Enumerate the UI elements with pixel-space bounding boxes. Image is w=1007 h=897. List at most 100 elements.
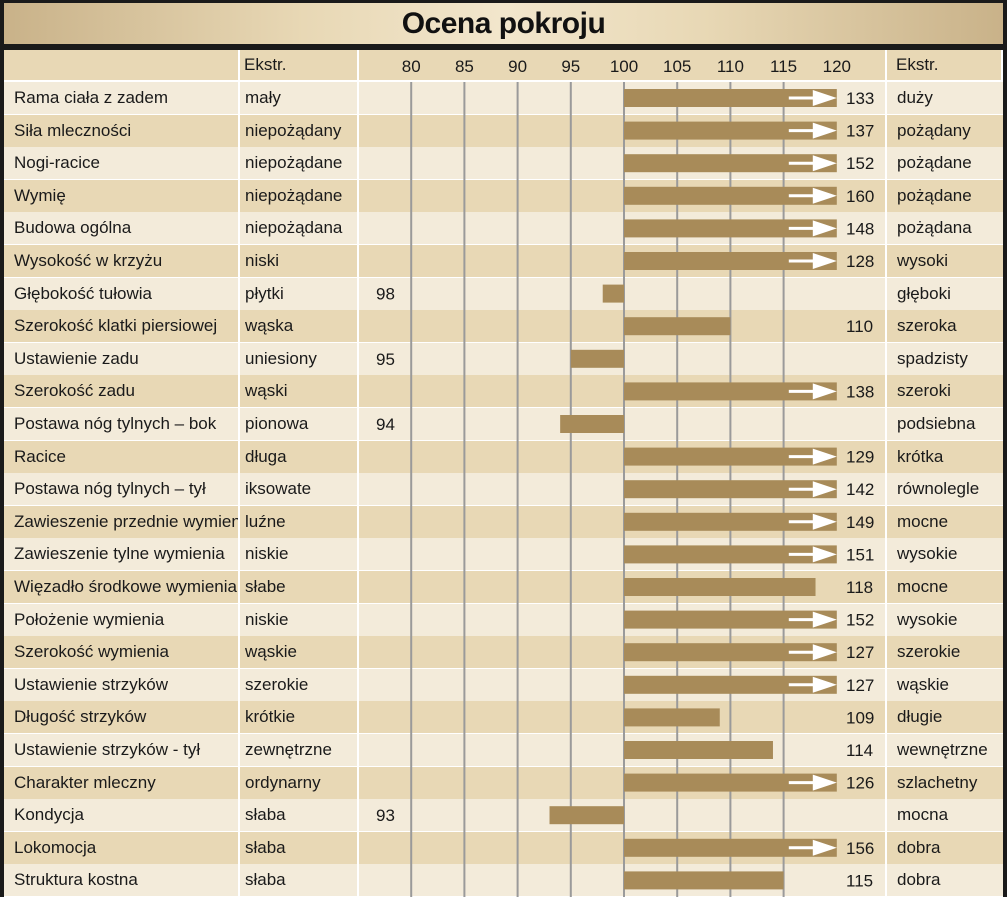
column-separator — [238, 212, 240, 245]
column-separator — [238, 571, 240, 603]
extreme-low-label: krótkie — [245, 707, 296, 727]
column-separator — [357, 82, 359, 114]
trait-label: Kondycja — [14, 805, 84, 825]
extreme-high-label: wewnętrzne — [897, 740, 988, 759]
column-separator — [238, 408, 240, 440]
trait-label: Postawa nóg tylnych – tył — [14, 479, 206, 499]
column-separator — [238, 636, 240, 669]
column-separator — [357, 766, 359, 799]
trait-label: Siła mleczności — [14, 120, 132, 140]
column-separator — [357, 277, 359, 310]
column-separator — [885, 408, 887, 440]
extreme-high-label: wysokie — [897, 609, 958, 629]
column-separator — [238, 473, 240, 506]
extreme-high-label: szerokie — [897, 642, 961, 662]
extreme-high-label: równolegle — [897, 479, 980, 499]
extreme-low-label: niskie — [245, 544, 289, 564]
column-separator — [357, 538, 359, 571]
extreme-high-label: szeroka — [897, 316, 957, 336]
table-row: Rama ciała z zadem mały duży — [4, 82, 1003, 114]
column-separator — [357, 473, 359, 506]
column-separator — [885, 668, 887, 701]
extreme-low-label: pionowa — [245, 414, 309, 433]
column-separator — [238, 831, 240, 864]
extreme-low-label: niepożądana — [245, 218, 343, 238]
extreme-low-label: długa — [245, 446, 287, 466]
extreme-low-label: niepożądane — [245, 153, 343, 173]
trait-label: Zawieszenie przednie wymienia — [14, 511, 238, 531]
extreme-low-label: ordynarny — [245, 772, 321, 792]
table-row: Ustawienie zadu uniesiony spadzisty — [4, 342, 1003, 375]
column-separator — [357, 603, 359, 636]
title-bar: Ocena pokroju — [4, 3, 1003, 44]
column-separator — [238, 310, 240, 343]
table-row: Budowa ogólna niepożądana pożądana — [4, 212, 1003, 245]
header-extr-right: Ekstr. — [896, 55, 939, 74]
header-cell-bg — [887, 50, 1001, 80]
trait-label: Długość strzyków — [14, 707, 147, 727]
extreme-low-label: płytki — [245, 283, 284, 303]
table-row: Charakter mleczny ordynarny szlachetny — [4, 766, 1003, 799]
table-row: Struktura kostna słaba dobra — [4, 864, 1003, 897]
column-separator — [238, 375, 240, 408]
trait-label: Ustawienie zadu — [14, 348, 139, 368]
column-separator — [885, 212, 887, 245]
header-cell-bg — [4, 50, 238, 80]
trait-label: Głębokość tułowia — [14, 283, 152, 303]
table-row: Położenie wymienia niskie wysokie — [4, 603, 1003, 636]
column-separator — [357, 571, 359, 603]
column-separator — [238, 245, 240, 277]
column-separator — [885, 245, 887, 277]
column-separator — [238, 179, 240, 212]
table-row: Więzadło środkowe wymienia słabe mocne — [4, 571, 1003, 603]
column-separator — [357, 179, 359, 212]
extreme-low-label: słabe — [245, 577, 286, 596]
trait-label: Lokomocja — [14, 837, 97, 857]
table-row: Zawieszenie przednie wymienia luźne mocne — [4, 505, 1003, 538]
column-separator — [885, 571, 887, 603]
column-separator — [357, 440, 359, 473]
table-row: Zawieszenie tylne wymienia niskie wysokie — [4, 538, 1003, 571]
column-separator — [238, 734, 240, 766]
column-separator — [885, 342, 887, 375]
column-separator — [885, 734, 887, 766]
column-separator — [885, 538, 887, 571]
column-separator — [357, 375, 359, 408]
column-separator — [357, 734, 359, 766]
trait-label: Więzadło środkowe wymienia — [14, 577, 237, 596]
trait-label: Wysokość w krzyżu — [14, 251, 163, 270]
column-separator — [885, 277, 887, 310]
extreme-high-label: długie — [897, 707, 943, 727]
extreme-high-label: pożądana — [897, 218, 972, 238]
extreme-low-label: słaba — [245, 870, 286, 890]
extreme-low-label: szerokie — [245, 674, 309, 694]
column-separator — [238, 277, 240, 310]
column-separator — [885, 310, 887, 343]
column-separator — [238, 342, 240, 375]
trait-label: Wymię — [14, 185, 66, 205]
extreme-high-label: krótka — [897, 446, 944, 466]
column-separator — [238, 799, 240, 832]
extreme-high-label: dobra — [897, 870, 941, 890]
table-row: Wysokość w krzyżu niski wysoki — [4, 245, 1003, 277]
column-separator — [238, 701, 240, 734]
extreme-low-label: wąska — [245, 316, 294, 336]
extreme-low-label: słaba — [245, 805, 286, 825]
trait-label: Nogi-racice — [14, 153, 100, 173]
column-separator — [885, 473, 887, 506]
extreme-low-label: iksowate — [245, 479, 312, 499]
column-separator — [238, 440, 240, 473]
column-separator — [885, 375, 887, 408]
header-row: Ekstr. Ekstr. — [4, 50, 1003, 80]
chart-title: Ocena pokroju — [401, 7, 606, 40]
table-row: Racice długa krótka — [4, 440, 1003, 473]
column-separator — [357, 505, 359, 538]
column-separator — [357, 799, 359, 832]
column-separator — [357, 831, 359, 864]
table-row: Szerokość zadu wąski szeroki — [4, 375, 1003, 408]
column-separator — [885, 82, 887, 114]
extreme-low-label: wąski — [245, 381, 288, 401]
extreme-high-label: spadzisty — [897, 348, 968, 368]
extreme-low-label: niepożądane — [245, 185, 343, 205]
